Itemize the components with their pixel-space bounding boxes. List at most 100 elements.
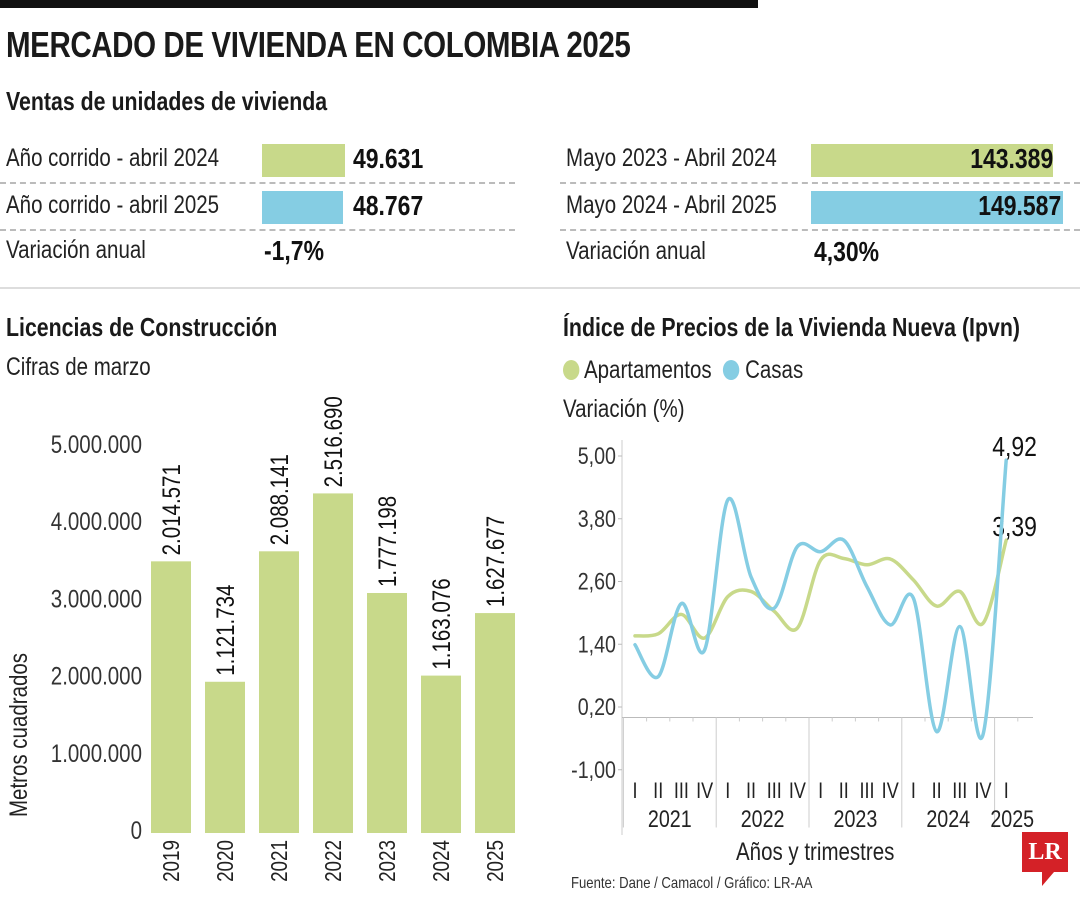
licencias-title: Licencias de Construcción: [6, 312, 337, 343]
top-rule: [0, 0, 758, 8]
legend-casas: Casas: [745, 356, 804, 384]
bar-2020: [205, 681, 245, 833]
quarter-label: III: [767, 779, 782, 803]
value-text: 48.767: [353, 190, 424, 221]
legend: Apartamentos Casas: [563, 356, 856, 385]
bar-2024: [421, 675, 461, 833]
ventas-left-row2-value: 48.767: [353, 190, 439, 222]
y-tick-label: 0,20: [578, 693, 616, 720]
y-tick-label: 5.000.000: [51, 430, 142, 458]
quarter-label: III: [674, 779, 689, 803]
label-text: Año corrido - abril 2024: [6, 144, 220, 172]
end-value-label-apartamentos: 3,39: [992, 512, 1037, 543]
ipvn-ylabel: Variación (%): [563, 395, 711, 424]
ventas-heading-text: Ventas de unidades de vivienda: [6, 86, 328, 116]
ventas-left-variation-label: Variación anual: [6, 236, 176, 265]
ventas-right-variation-value: 4,30%: [814, 236, 893, 268]
y-tick-label: 1,40: [578, 630, 616, 657]
quarter-label: III: [859, 779, 874, 803]
y-tick-label: 1.000.000: [51, 739, 142, 767]
x-tick-label: 2024: [429, 840, 454, 882]
ylabel-text: Variación (%): [563, 395, 685, 423]
series-line-casas: [633, 458, 1008, 741]
ventas-right-row1-bar: [811, 144, 1053, 177]
dashed-divider: [560, 182, 1080, 184]
source-text: Fuente: Dane / Camacol / Gráfico: LR-AA: [571, 875, 813, 892]
y-tick-label: 2,60: [578, 568, 616, 595]
x-tick-label: 2025: [483, 840, 508, 882]
label-text: Variación anual: [6, 236, 146, 264]
quarter-label: I: [1004, 779, 1009, 803]
source-note: Fuente: Dane / Camacol / Gráfico: LR-AA: [571, 875, 865, 893]
title-text: Índice de Precios de la Vivienda Nueva (…: [563, 312, 1020, 342]
page-title-text: MERCADO DE VIVIENDA EN COLOMBIA 2025: [6, 24, 631, 65]
bar-2023: [367, 592, 407, 833]
ventas-right-row2-label: Mayo 2024 - Abril 2025: [566, 191, 823, 220]
ventas-right-row1-label: Mayo 2023 - Abril 2024: [566, 144, 823, 173]
dashed-divider: [560, 229, 1080, 231]
quarter-label: IV: [696, 779, 714, 803]
quarter-label: II: [932, 779, 942, 803]
bar-value-label: 2.088.141: [265, 454, 293, 545]
quarter-label: IV: [974, 779, 992, 803]
quarter-label: I: [632, 779, 637, 803]
ventas-heading: Ventas de unidades de vivienda: [6, 86, 398, 117]
ipvn-xlabel: Años y trimestres: [736, 838, 929, 867]
year-label: 2021: [648, 805, 692, 832]
subtitle-text: Cifras de marzo: [6, 353, 151, 381]
label-text: Mayo 2024 - Abril 2025: [566, 191, 777, 219]
year-label: 2024: [926, 805, 970, 832]
year-label: 2022: [741, 805, 785, 832]
xlabel-text: Años y trimestres: [736, 838, 895, 866]
licencias-subtitle: Cifras de marzo: [6, 353, 182, 382]
ventas-left-row2-label: Año corrido - abril 2025: [6, 191, 266, 220]
ventas-right-variation-label: Variación anual: [566, 237, 736, 266]
legend-dot-apartamentos: [563, 360, 580, 380]
bar-2021: [259, 551, 299, 833]
bar-value-label: 2.014.571: [157, 464, 185, 555]
ventas-right-row1-value: 143.389: [811, 143, 1053, 175]
bar-value-label: 1.627.677: [481, 516, 509, 607]
x-tick-label: 2023: [375, 840, 400, 882]
quarter-label: IV: [789, 779, 807, 803]
lr-logo: LR: [1022, 832, 1068, 872]
year-label: 2023: [834, 805, 878, 832]
bar-value-label: 1.777.198: [373, 496, 401, 587]
x-tick-label: 2021: [267, 840, 292, 882]
value-text: 149.587: [978, 190, 1061, 221]
quarter-label: III: [952, 779, 967, 803]
quarter-label: I: [725, 779, 730, 803]
x-tick-label: 2019: [159, 840, 184, 882]
page-title: MERCADO DE VIVIENDA EN COLOMBIA 2025: [6, 24, 767, 66]
bar-2019: [151, 561, 191, 833]
y-tick-label: 4.000.000: [51, 507, 142, 535]
legend-dot-casas: [723, 360, 740, 380]
bar-2025: [475, 613, 515, 833]
x-tick-label: 2020: [213, 840, 238, 882]
ventas-left-variation-value: -1,7%: [264, 235, 337, 267]
ventas-left-row1-value: 49.631: [353, 143, 439, 175]
quarter-label: II: [653, 779, 663, 803]
ipvn-title: Índice de Precios de la Vivienda Nueva (…: [563, 312, 1080, 343]
dashed-divider: [0, 182, 515, 184]
y-tick-label: -1,00: [571, 756, 616, 783]
end-value-label-casas: 4,92: [992, 432, 1037, 463]
value-text: -1,7%: [264, 235, 324, 266]
label-text: Variación anual: [566, 237, 706, 265]
ventas-right-row2-bar: [811, 191, 1063, 224]
title-text: Licencias de Construcción: [6, 312, 278, 342]
y-tick-label: 0: [131, 816, 142, 844]
y-tick-label: 5,00: [578, 442, 616, 469]
x-tick-label: 2022: [321, 840, 346, 882]
value-text: 49.631: [353, 143, 424, 174]
section-divider: [0, 287, 1080, 289]
ventas-left-row1-bar: [262, 144, 345, 177]
value-text: 4,30%: [814, 236, 880, 267]
bar-value-label: 1.163.076: [427, 578, 455, 669]
y-tick-label: 3,80: [578, 505, 616, 532]
dashed-divider: [0, 229, 515, 231]
bar-value-label: 1.121.734: [211, 584, 239, 675]
quarter-label: IV: [882, 779, 900, 803]
